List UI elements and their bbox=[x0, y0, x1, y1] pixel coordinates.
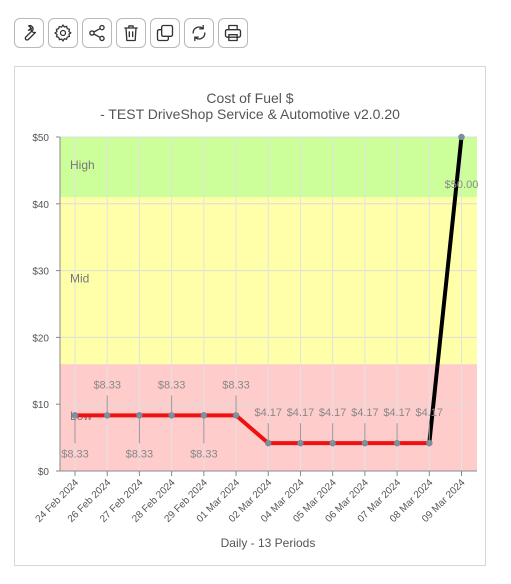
data-label: $8.33 bbox=[126, 448, 154, 460]
settings-button[interactable] bbox=[48, 18, 78, 48]
chart-title: Cost of Fuel $ bbox=[206, 90, 293, 106]
data-point bbox=[458, 133, 465, 141]
gear-icon bbox=[54, 24, 72, 43]
trash-icon bbox=[124, 25, 138, 42]
x-axis-title: Daily - 13 Periods bbox=[221, 536, 316, 550]
data-label: $8.33 bbox=[158, 379, 186, 391]
data-label: $4.17 bbox=[254, 407, 282, 419]
data-label: $4.17 bbox=[416, 407, 444, 419]
chart-toolbar bbox=[14, 18, 248, 48]
wrench-button[interactable] bbox=[14, 18, 44, 48]
y-tick-label: $40 bbox=[32, 200, 49, 211]
band-label-high: High bbox=[70, 158, 95, 172]
data-label: $8.33 bbox=[222, 379, 250, 391]
refresh-icon bbox=[192, 24, 206, 42]
print-button[interactable] bbox=[218, 18, 248, 48]
share-button[interactable] bbox=[82, 18, 112, 48]
wrench-icon bbox=[24, 24, 37, 41]
data-label: $4.17 bbox=[351, 407, 379, 419]
y-tick-label: $20 bbox=[32, 333, 49, 344]
data-label: $8.33 bbox=[61, 448, 89, 460]
series-segment bbox=[427, 135, 464, 446]
y-tick-label: $10 bbox=[32, 400, 49, 411]
data-label: $8.33 bbox=[93, 379, 121, 391]
series-segment bbox=[234, 413, 271, 446]
y-tick-label: $0 bbox=[38, 467, 50, 478]
data-label: $4.17 bbox=[287, 407, 315, 419]
chart-subtitle: - TEST DriveShop Service & Automotive v2… bbox=[100, 106, 400, 122]
data-label: $50.00 bbox=[445, 179, 479, 191]
data-label: $8.33 bbox=[190, 448, 218, 460]
copy-icon bbox=[156, 24, 174, 42]
band-label-mid: Mid bbox=[70, 272, 89, 286]
print-icon bbox=[224, 24, 242, 42]
y-tick-label: $30 bbox=[32, 267, 49, 278]
y-tick-label: $50 bbox=[32, 133, 49, 144]
chart-panel: Cost of Fuel $ - TEST DriveShop Service &… bbox=[14, 66, 486, 566]
fuel-cost-chart: Cost of Fuel $- TEST DriveShop Service &… bbox=[32, 90, 479, 550]
data-label: $4.17 bbox=[319, 407, 347, 419]
delete-button[interactable] bbox=[116, 18, 146, 48]
copy-button[interactable] bbox=[150, 18, 180, 48]
data-label: $4.17 bbox=[383, 407, 411, 419]
share-icon bbox=[89, 24, 105, 42]
refresh-button[interactable] bbox=[184, 18, 214, 48]
